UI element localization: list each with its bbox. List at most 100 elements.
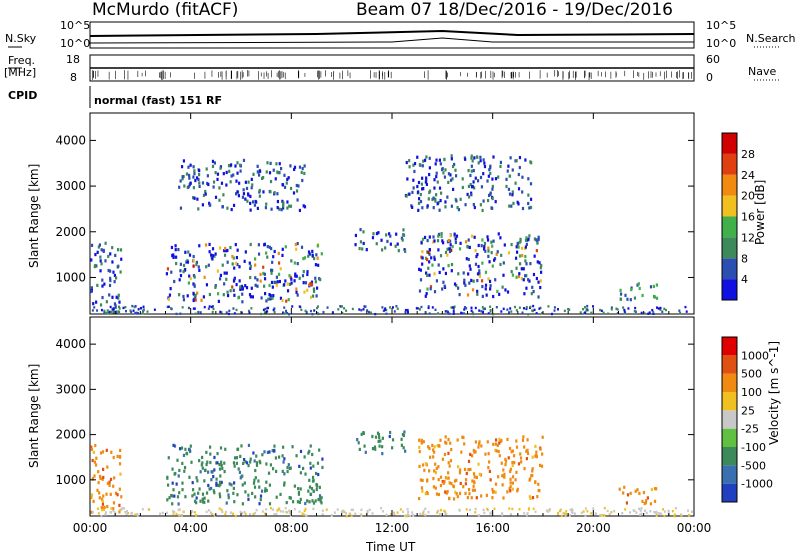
data-cell — [197, 173, 201, 177]
data-cell — [253, 478, 256, 482]
data-cell — [540, 263, 543, 268]
ground-cell — [482, 308, 485, 311]
data-cell — [444, 250, 448, 255]
data-cell — [178, 447, 182, 451]
ground-cell — [136, 312, 139, 315]
data-cell — [655, 283, 658, 287]
data-cell — [118, 454, 122, 459]
data-cell — [236, 493, 239, 497]
ground-cell — [199, 311, 202, 314]
data-cell — [456, 438, 459, 442]
data-cell — [509, 469, 512, 474]
ground-cell — [250, 307, 253, 310]
ground-cell — [100, 308, 103, 312]
data-cell — [477, 445, 480, 449]
nave-tick-bottom: 0 — [706, 71, 713, 84]
data-cell — [309, 466, 312, 470]
ground-cell — [284, 507, 287, 510]
ground-cell — [97, 512, 100, 515]
data-cell — [454, 174, 458, 178]
data-cell — [210, 253, 213, 257]
data-cell — [235, 456, 239, 460]
colorbar-segment — [722, 483, 737, 502]
data-cell — [118, 462, 122, 466]
data-cell — [254, 199, 257, 204]
data-cell — [486, 235, 489, 239]
ground-cell — [660, 513, 663, 516]
data-cell — [492, 239, 495, 243]
data-cell — [481, 261, 484, 265]
data-cell — [428, 273, 431, 277]
data-cell — [316, 256, 319, 260]
data-cell — [468, 245, 471, 250]
ground-cell — [590, 512, 593, 515]
data-cell — [539, 447, 542, 451]
data-cell — [184, 268, 187, 272]
data-cell — [233, 293, 236, 297]
ground-cell — [389, 306, 392, 309]
data-cell — [90, 289, 93, 294]
ground-cell — [193, 511, 196, 514]
data-cell — [302, 269, 305, 274]
data-cell — [539, 266, 542, 270]
data-cell — [99, 269, 102, 273]
data-cell — [197, 265, 200, 269]
ground-cell — [439, 508, 442, 512]
data-cell — [194, 295, 197, 300]
data-cell — [311, 249, 314, 253]
ground-cell — [103, 309, 106, 313]
ground-cell — [132, 309, 135, 312]
ground-cell — [621, 511, 624, 515]
data-cell — [447, 437, 450, 442]
data-cell — [531, 469, 534, 473]
data-cell — [177, 293, 181, 297]
ground-cell — [380, 507, 383, 510]
data-cell — [484, 249, 487, 253]
data-cell — [174, 248, 177, 252]
data-cell — [457, 208, 461, 212]
data-cell — [531, 496, 535, 500]
data-cell — [450, 482, 453, 486]
data-cell — [431, 263, 434, 267]
data-cell — [288, 204, 291, 208]
data-cell — [420, 182, 424, 186]
ground-cell — [117, 305, 120, 309]
data-cell — [522, 435, 525, 439]
data-cell — [205, 283, 209, 287]
ytick-label: 1000 — [55, 473, 86, 487]
data-cell — [260, 176, 264, 181]
ground-cell — [584, 507, 587, 510]
ground-cell — [343, 307, 346, 310]
data-cell — [435, 158, 438, 162]
data-cell — [302, 466, 305, 471]
data-cell — [449, 233, 452, 238]
data-cell — [421, 489, 424, 493]
data-cell — [111, 246, 114, 250]
ground-cell — [422, 512, 425, 515]
data-cell — [203, 275, 206, 279]
data-cell — [420, 486, 424, 490]
data-cell — [287, 463, 290, 467]
ground-cell — [305, 514, 308, 518]
data-cell — [173, 494, 176, 498]
data-cell — [196, 291, 199, 295]
data-cell — [467, 468, 470, 472]
data-cell — [174, 244, 177, 248]
ground-cell — [137, 308, 140, 311]
ground-cell — [639, 509, 642, 512]
data-cell — [428, 469, 431, 473]
data-cell — [223, 469, 226, 474]
data-cell — [266, 161, 269, 165]
data-cell — [307, 254, 310, 258]
data-cell — [428, 166, 431, 170]
data-cell — [520, 277, 523, 281]
data-cell — [253, 485, 257, 489]
ground-cell — [395, 305, 398, 308]
ground-cell — [600, 309, 603, 313]
data-cell — [444, 490, 447, 494]
data-cell — [114, 253, 117, 258]
data-cell — [655, 296, 659, 300]
data-cell — [435, 175, 438, 179]
data-cell — [646, 496, 649, 500]
data-cell — [286, 200, 289, 204]
